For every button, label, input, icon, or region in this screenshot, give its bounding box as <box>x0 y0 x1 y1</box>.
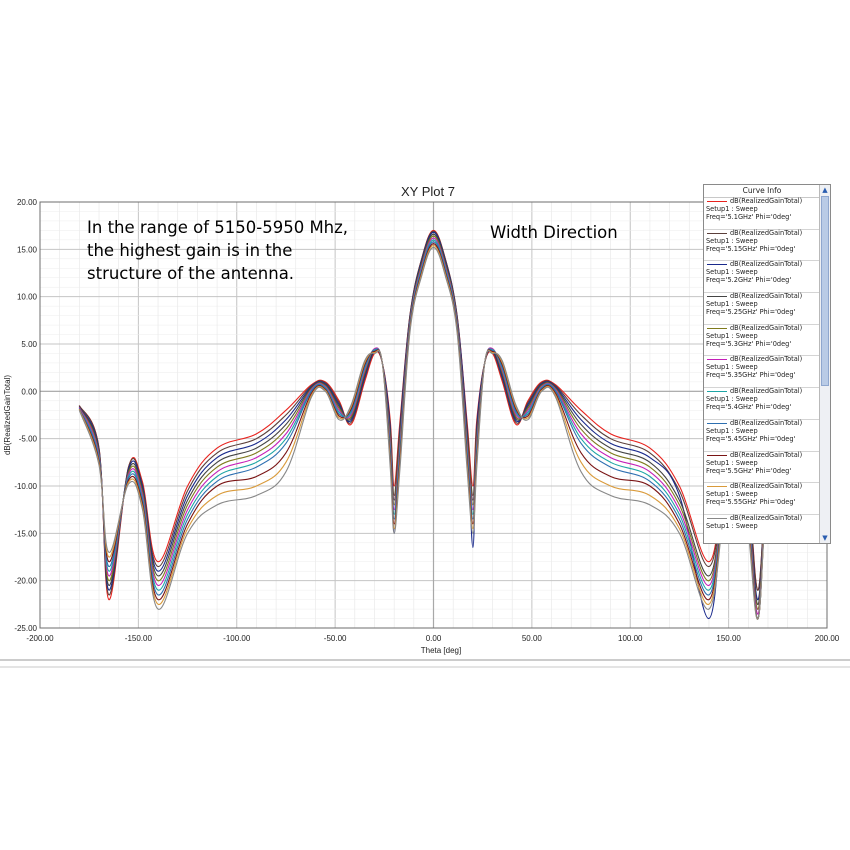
chart-title: XY Plot 7 <box>401 184 455 199</box>
legend-entry-line: Freq='5.5GHz' Phi='0deg' <box>706 466 792 475</box>
legend-title: Curve Info <box>704 185 820 198</box>
x-tick-label: -100.00 <box>223 634 251 643</box>
x-axis-label: Theta [deg] <box>421 646 461 655</box>
legend-entry-line: Setup1 : Sweep <box>706 300 758 309</box>
legend-entry[interactable]: dB(RealizedGainTotal) Setup1 : Sweep Freq=… <box>704 323 820 357</box>
series-line-3 <box>78 233 789 605</box>
y-tick-label: -5.00 <box>19 435 38 444</box>
legend-entry[interactable]: dB(RealizedGainTotal) Setup1 : Sweep Freq=… <box>704 450 820 484</box>
y-tick-label: 20.00 <box>17 198 38 207</box>
legend-entry[interactable]: dB(RealizedGainTotal) Setup1 : Sweep <box>704 513 820 543</box>
legend-entry-line: dB(RealizedGainTotal) <box>730 450 803 459</box>
series-line-9 <box>78 244 789 620</box>
y-tick-label: 15.00 <box>17 245 38 254</box>
legend-entry-line: Setup1 : Sweep <box>706 363 758 372</box>
legend-entry-line: Freq='5.15GHz' Phi='0deg' <box>706 244 796 253</box>
legend-entry-line: Freq='5.35GHz' Phi='0deg' <box>706 371 796 380</box>
legend-entry[interactable]: dB(RealizedGainTotal) Setup1 : Sweep Freq=… <box>704 228 820 262</box>
y-tick-label: 0.00 <box>21 387 37 396</box>
series-line-8 <box>78 243 789 620</box>
legend-entry-line: dB(RealizedGainTotal) <box>730 197 803 205</box>
legend-entry-line: Setup1 : Sweep <box>706 458 758 467</box>
legend-entry[interactable]: dB(RealizedGainTotal) Setup1 : Sweep Freq=… <box>704 197 820 230</box>
x-tick-label: 150.00 <box>716 634 741 643</box>
legend-entry-line: Setup1 : Sweep <box>706 521 758 530</box>
direction-annotation: Width Direction <box>490 223 618 242</box>
legend-entry-line: dB(RealizedGainTotal) <box>730 323 803 332</box>
legend-entry[interactable]: dB(RealizedGainTotal) Setup1 : Sweep Freq=… <box>704 418 820 452</box>
legend-entry-line: Setup1 : Sweep <box>706 205 758 213</box>
legend-entry-line: dB(RealizedGainTotal) <box>730 387 803 396</box>
legend-swatch <box>707 422 727 424</box>
legend-entry[interactable]: dB(RealizedGainTotal) Setup1 : Sweep Freq=… <box>704 292 820 325</box>
legend-entry-line: Freq='5.2GHz' Phi='0deg' <box>706 276 792 285</box>
legend-entry-line: Freq='5.45GHz' Phi='0deg' <box>706 434 796 443</box>
y-tick-label: -25.00 <box>14 624 37 633</box>
legend-entry-line: Setup1 : Sweep <box>706 426 758 435</box>
curve-info-legend[interactable]: Curve Info dB(RealizedGainTotal) Setup1 :… <box>703 184 831 544</box>
x-tick-label: 200.00 <box>815 634 840 643</box>
legend-swatch <box>707 486 727 488</box>
x-tick-label: -50.00 <box>324 634 347 643</box>
x-tick-label: -150.00 <box>125 634 153 643</box>
legend-entry[interactable]: dB(RealizedGainTotal) Setup1 : Sweep Freq=… <box>704 482 820 515</box>
series-line-10 <box>78 246 789 620</box>
legend-entry-line: Freq='5.1GHz' Phi='0deg' <box>706 213 792 221</box>
series-line-4 <box>78 235 789 610</box>
legend-scrollbar[interactable]: ▲ ▼ <box>819 185 830 543</box>
legend-entry[interactable]: dB(RealizedGainTotal) Setup1 : Sweep Freq=… <box>704 355 820 389</box>
legend-entry-line: dB(RealizedGainTotal) <box>730 260 803 269</box>
series-line-5 <box>78 237 789 615</box>
x-tick-label: -200.00 <box>26 634 54 643</box>
legend-swatch <box>707 296 727 298</box>
legend-swatch <box>707 359 727 361</box>
legend-entry-line: Setup1 : Sweep <box>706 236 758 245</box>
gain-annotation: In the range of 5150-5950 Mhz, the highe… <box>87 218 349 283</box>
legend-entry-line: dB(RealizedGainTotal) <box>730 482 803 491</box>
curves <box>78 229 789 620</box>
legend-entry-line: dB(RealizedGainTotal) <box>730 292 803 301</box>
legend-list: dB(RealizedGainTotal) Setup1 : Sweep Freq=… <box>704 197 820 543</box>
axes: -200.00 -150.00 -100.00 -50.00 0.00 50.00 100.… <box>0 198 850 668</box>
legend-swatch <box>707 201 727 202</box>
legend-swatch <box>707 264 727 266</box>
legend-swatch <box>707 232 727 234</box>
y-tick-label: -15.00 <box>14 529 37 538</box>
legend-entry-line: Freq='5.4GHz' Phi='0deg' <box>706 403 792 412</box>
legend-swatch <box>707 517 727 519</box>
y-tick-label: 10.00 <box>17 293 38 302</box>
legend-swatch <box>707 327 727 329</box>
x-tick-label: 50.00 <box>522 634 543 643</box>
legend-entry-line: Setup1 : Sweep <box>706 268 758 277</box>
legend-entry-line: dB(RealizedGainTotal) <box>730 355 803 364</box>
scroll-up-icon[interactable]: ▲ <box>822 186 828 194</box>
legend-entry-line: Setup1 : Sweep <box>706 331 758 340</box>
y-tick-label: -20.00 <box>14 577 37 586</box>
y-axis-label: dB(RealizedGainTotal) <box>3 375 12 455</box>
legend-entry-line: Freq='5.55GHz' Phi='0deg' <box>706 498 796 507</box>
legend-entry-line: dB(RealizedGainTotal) <box>730 418 803 427</box>
series-line-7 <box>78 241 789 620</box>
legend-entry[interactable]: dB(RealizedGainTotal) Setup1 : Sweep Freq=… <box>704 260 820 294</box>
legend-swatch <box>707 391 727 393</box>
legend-entry[interactable]: dB(RealizedGainTotal) Setup1 : Sweep Freq=… <box>704 387 820 420</box>
x-tick-label: 100.00 <box>618 634 643 643</box>
y-tick-label: -10.00 <box>14 482 37 491</box>
scroll-down-icon[interactable]: ▼ <box>822 534 828 542</box>
legend-entry-line: dB(RealizedGainTotal) <box>730 513 803 522</box>
legend-entry-line: Freq='5.25GHz' Phi='0deg' <box>706 308 796 317</box>
legend-entry-line: Setup1 : Sweep <box>706 395 758 404</box>
y-tick-label: 5.00 <box>21 340 37 349</box>
x-tick-label: 0.00 <box>426 634 442 643</box>
series-line-6 <box>78 239 789 620</box>
legend-entry-line: dB(RealizedGainTotal) <box>730 228 803 237</box>
legend-swatch <box>707 454 727 456</box>
legend-entry-line: Freq='5.3GHz' Phi='0deg' <box>706 339 792 348</box>
scroll-thumb[interactable] <box>821 196 829 386</box>
legend-entry-line: Setup1 : Sweep <box>706 490 758 499</box>
